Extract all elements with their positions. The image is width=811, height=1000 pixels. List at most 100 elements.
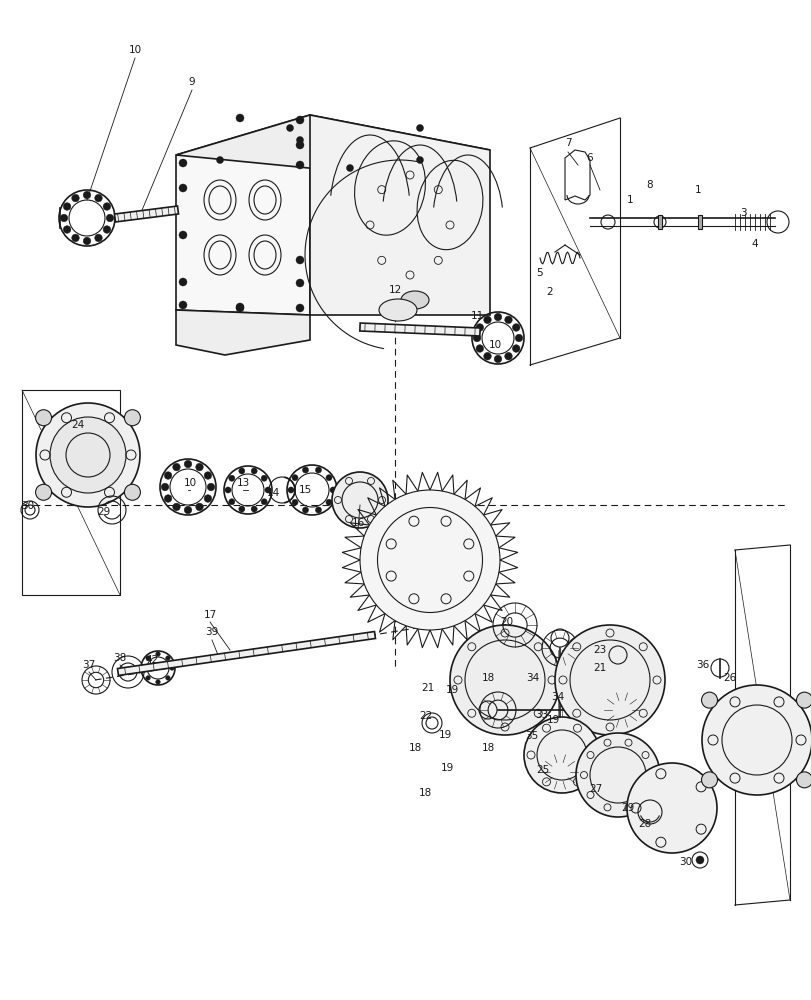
- Text: 19: 19: [438, 730, 451, 740]
- Circle shape: [178, 301, 187, 309]
- Text: 10: 10: [488, 340, 501, 350]
- Circle shape: [796, 772, 811, 788]
- Circle shape: [261, 499, 267, 505]
- Text: 11: 11: [470, 311, 483, 321]
- Circle shape: [169, 666, 174, 670]
- Text: 18: 18: [418, 788, 431, 798]
- Text: 8: 8: [646, 180, 653, 190]
- Circle shape: [483, 352, 491, 360]
- Text: 22: 22: [418, 711, 432, 721]
- Circle shape: [71, 234, 79, 242]
- Circle shape: [523, 717, 599, 793]
- Circle shape: [146, 656, 150, 660]
- Polygon shape: [176, 115, 310, 315]
- Circle shape: [575, 733, 659, 817]
- Circle shape: [229, 475, 234, 481]
- Circle shape: [494, 355, 501, 363]
- Circle shape: [329, 487, 336, 493]
- Circle shape: [95, 234, 102, 242]
- Circle shape: [303, 467, 308, 473]
- Circle shape: [103, 226, 110, 233]
- Circle shape: [701, 692, 717, 708]
- Text: 6: 6: [586, 153, 593, 163]
- Circle shape: [292, 475, 298, 481]
- Circle shape: [264, 487, 271, 493]
- Text: 5: 5: [536, 268, 543, 278]
- Text: 42: 42: [145, 655, 158, 665]
- Circle shape: [315, 467, 321, 473]
- Circle shape: [156, 680, 160, 684]
- Text: 4: 4: [751, 239, 757, 249]
- Circle shape: [416, 125, 423, 132]
- Text: 18: 18: [408, 743, 421, 753]
- Circle shape: [512, 345, 519, 352]
- Circle shape: [296, 116, 303, 124]
- Circle shape: [36, 410, 52, 426]
- Text: 26: 26: [723, 673, 736, 683]
- Text: 21: 21: [421, 683, 434, 693]
- Circle shape: [60, 214, 67, 222]
- Text: 7: 7: [564, 138, 571, 148]
- Circle shape: [178, 184, 187, 192]
- Circle shape: [288, 487, 294, 493]
- Circle shape: [346, 165, 353, 172]
- Text: 36: 36: [696, 660, 709, 670]
- Circle shape: [225, 487, 231, 493]
- Circle shape: [71, 194, 79, 202]
- Circle shape: [238, 506, 245, 512]
- Polygon shape: [176, 115, 489, 175]
- Circle shape: [173, 463, 180, 471]
- Circle shape: [142, 666, 146, 670]
- Circle shape: [184, 506, 191, 514]
- Text: 18: 18: [481, 743, 494, 753]
- Text: 19: 19: [440, 763, 453, 773]
- Circle shape: [178, 278, 187, 286]
- Circle shape: [512, 324, 519, 331]
- Bar: [359, 323, 479, 336]
- Text: 34: 34: [526, 673, 539, 683]
- Circle shape: [83, 191, 91, 199]
- Circle shape: [449, 625, 560, 735]
- Circle shape: [483, 316, 491, 324]
- Circle shape: [251, 468, 257, 474]
- Circle shape: [95, 194, 102, 202]
- Circle shape: [238, 468, 245, 474]
- Circle shape: [36, 403, 139, 507]
- Text: 30: 30: [679, 857, 692, 867]
- Circle shape: [514, 334, 522, 342]
- Circle shape: [251, 506, 257, 512]
- Circle shape: [164, 472, 172, 479]
- Text: 13: 13: [236, 478, 249, 488]
- Circle shape: [315, 507, 321, 513]
- Text: 28: 28: [637, 819, 650, 829]
- Text: 19: 19: [546, 715, 559, 725]
- Circle shape: [261, 475, 267, 481]
- Circle shape: [204, 495, 212, 502]
- Text: 9: 9: [188, 77, 195, 87]
- Circle shape: [236, 303, 243, 311]
- Text: 15: 15: [298, 485, 311, 495]
- Ellipse shape: [379, 299, 417, 321]
- Circle shape: [325, 475, 332, 481]
- Circle shape: [156, 652, 160, 656]
- Circle shape: [124, 410, 140, 426]
- Circle shape: [296, 256, 303, 264]
- Circle shape: [173, 503, 180, 511]
- Circle shape: [217, 157, 223, 164]
- Circle shape: [473, 334, 480, 342]
- Circle shape: [475, 324, 483, 331]
- Polygon shape: [310, 115, 489, 315]
- Circle shape: [195, 463, 203, 471]
- Circle shape: [701, 772, 717, 788]
- Circle shape: [229, 499, 234, 505]
- Text: 39: 39: [205, 627, 218, 637]
- Circle shape: [554, 625, 664, 735]
- Text: 14: 14: [266, 488, 279, 498]
- Circle shape: [195, 503, 203, 511]
- Text: 10: 10: [128, 45, 141, 55]
- Circle shape: [332, 472, 388, 528]
- Text: 37: 37: [82, 660, 96, 670]
- Circle shape: [36, 484, 52, 500]
- Circle shape: [165, 656, 170, 660]
- Circle shape: [303, 507, 308, 513]
